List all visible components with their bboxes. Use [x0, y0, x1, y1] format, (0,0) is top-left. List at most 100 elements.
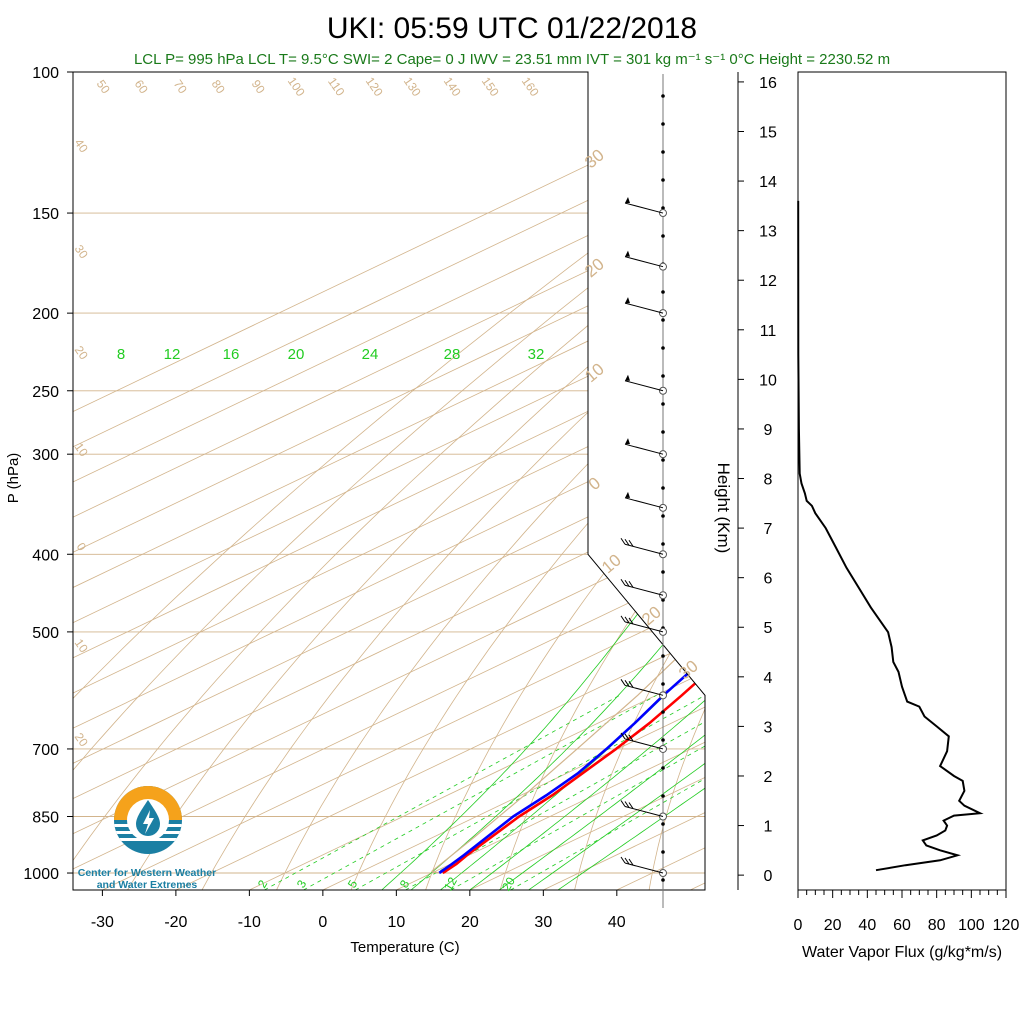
chart-subtitle: LCL P= 995 hPa LCL T= 9.5°C SWI= 2 Cape=…	[134, 51, 890, 68]
wind-barb	[624, 380, 664, 392]
isotherm-label: 10	[72, 440, 91, 459]
isotherm-label: 0	[74, 540, 89, 554]
moist-adiabat-label: 24	[362, 346, 379, 363]
y-tick-label: 700	[32, 742, 59, 759]
logo-text-line2: and Water Extremes	[97, 879, 198, 891]
dry-adiabat-line	[1017, 72, 1024, 890]
wind-barb-feather	[628, 681, 634, 688]
wind-barb-feather	[624, 680, 630, 687]
moist-adiabat-label: 28	[444, 346, 461, 363]
wind-barb-feather	[624, 857, 630, 865]
x-tick-label: 40	[608, 914, 626, 931]
wind-level-dot	[661, 654, 665, 658]
mixing-ratio-line	[450, 694, 705, 890]
moist-adiabat-line	[557, 361, 705, 890]
wind-level-dot	[661, 150, 665, 154]
isotherm-line	[73, 72, 705, 890]
isotherm-label: 130	[401, 74, 424, 99]
isotherm-label: 30	[675, 656, 702, 683]
isotherm-label: 150	[479, 74, 502, 99]
isotherm-label: 10	[581, 359, 608, 386]
wind-level-dot	[661, 542, 665, 546]
skew-t-frame	[72, 71, 706, 891]
isotherm-line	[73, 72, 705, 890]
height-tick-label: 4	[764, 670, 773, 687]
moist-adiabat-line	[528, 361, 705, 890]
moist-adiabat-line	[410, 361, 705, 890]
isotherm-label: 140	[441, 74, 464, 99]
moist-adiabat-label: 32	[528, 346, 545, 363]
dry-adiabat-line	[276, 72, 705, 890]
wind-level-dot	[661, 710, 665, 714]
wind-barb-feather	[620, 578, 626, 586]
isotherm-label: 110	[325, 75, 348, 99]
dewpoint-series-line	[438, 211, 705, 875]
isotherm-label: 160	[519, 74, 542, 99]
height-tick-label: 5	[764, 620, 773, 637]
isotherm-line	[73, 72, 705, 890]
dry-adiabat-line	[425, 72, 705, 890]
wind-barb	[624, 256, 664, 268]
flux-x-label: Water Vapor Flux (g/kg*m/s)	[802, 944, 1002, 961]
wind-level-dot	[661, 514, 665, 518]
isotherm-label: 30	[581, 145, 608, 172]
dry-adiabat-line	[73, 72, 705, 890]
wind-level-dot	[661, 122, 665, 126]
logo-text-line1: Center for Western Weather	[78, 867, 216, 879]
wind-barb-feather	[620, 537, 626, 545]
dry-adiabat-line	[499, 72, 705, 890]
y-tick-label: 500	[32, 625, 59, 642]
wind-level-dot	[661, 178, 665, 182]
isotherm-line	[543, 72, 705, 890]
isotherm-line	[690, 72, 705, 890]
wind-level-dot	[661, 374, 665, 378]
y-tick-label: 1000	[23, 866, 59, 883]
x-tick-label: -20	[164, 914, 187, 931]
flux-tick-label: 80	[928, 917, 946, 934]
height-tick-label: 11	[760, 323, 777, 340]
height-tick-label: 10	[759, 372, 777, 389]
dry-adiabat-line	[574, 72, 705, 890]
flux-tick-label: 120	[993, 917, 1020, 934]
mixing-ratio-label: 12	[441, 874, 460, 893]
isotherm-line	[73, 72, 705, 890]
wind-level-dot	[661, 822, 665, 826]
mixing-ratio-label: 20	[499, 874, 518, 893]
isotherm-line	[396, 72, 705, 890]
wind-level-dot	[661, 290, 665, 294]
x-tick-label: -30	[91, 914, 114, 931]
moist-adiabat-label: 12	[164, 346, 181, 363]
wind-barb-pennant	[625, 297, 630, 304]
isotherm-line	[73, 72, 705, 890]
y-tick-label: 400	[32, 547, 59, 564]
wind-barb-feather	[624, 733, 630, 741]
wind-barb-feather	[620, 800, 626, 807]
flux-tick-label: 60	[893, 917, 911, 934]
moist-adiabat-line	[498, 361, 705, 890]
x-tick-label: 0	[318, 914, 327, 931]
height-tick-label: 13	[759, 224, 777, 241]
wind-barb-feather	[620, 856, 626, 864]
moist-adiabat-label: 16	[223, 346, 240, 363]
wind-barb-pennant	[625, 438, 630, 445]
wind-barb	[624, 543, 664, 555]
wind-barb-feather	[624, 616, 630, 624]
mixing-ratio-line	[355, 694, 705, 890]
isotherm-label: 80	[209, 77, 228, 96]
height-tick-label: 2	[764, 769, 773, 786]
x-tick-label: 30	[534, 914, 552, 931]
wind-level-dot	[661, 318, 665, 322]
wind-level-dot	[661, 794, 665, 798]
skew-t-y-label: P (hPa)	[5, 453, 22, 504]
wind-level-dot	[661, 682, 665, 686]
wind-barb	[624, 684, 664, 696]
moist-adiabat-label: 8	[117, 346, 125, 363]
flux-tick-label: 20	[824, 917, 842, 934]
isotherm-label: 20	[72, 730, 91, 749]
dry-adiabat-line	[73, 72, 705, 890]
wind-level-dot	[661, 878, 665, 882]
wind-barb-feather	[628, 617, 634, 625]
wind-barb	[624, 806, 664, 817]
